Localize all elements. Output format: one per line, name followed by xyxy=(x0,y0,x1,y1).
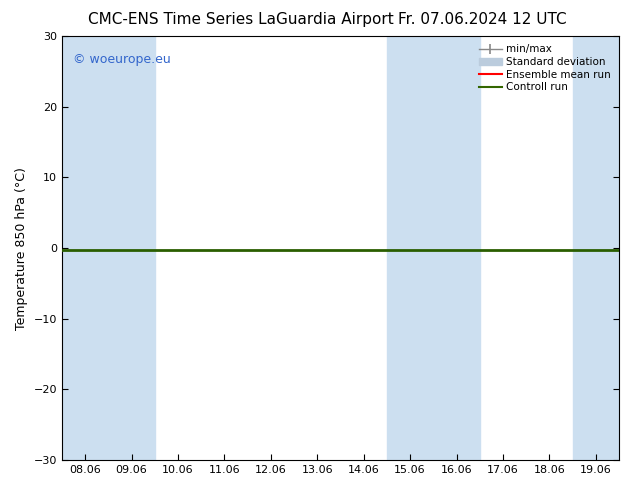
Bar xyxy=(108,36,155,460)
Bar xyxy=(62,36,108,460)
Text: CMC-ENS Time Series LaGuardia Airport: CMC-ENS Time Series LaGuardia Airport xyxy=(88,12,394,27)
Text: Fr. 07.06.2024 12 UTC: Fr. 07.06.2024 12 UTC xyxy=(398,12,566,27)
Bar xyxy=(573,36,619,460)
Y-axis label: Temperature 850 hPa (°C): Temperature 850 hPa (°C) xyxy=(15,167,28,330)
Bar xyxy=(433,36,480,460)
Legend: min/max, Standard deviation, Ensemble mean run, Controll run: min/max, Standard deviation, Ensemble me… xyxy=(476,41,614,96)
Text: © woeurope.eu: © woeurope.eu xyxy=(73,53,171,66)
Bar xyxy=(387,36,433,460)
